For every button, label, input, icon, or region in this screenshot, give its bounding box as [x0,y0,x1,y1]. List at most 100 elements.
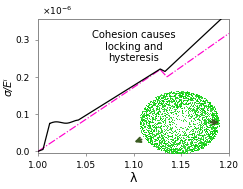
Point [151,104,155,107]
Point [191,92,195,95]
Point [147,105,151,108]
Point [178,135,182,138]
Point [161,149,165,152]
Point [179,104,182,107]
Point [141,129,145,132]
Point [208,100,211,103]
Point [146,129,150,132]
Point [140,123,144,126]
Point [179,105,183,108]
Point [192,144,196,147]
Point [172,111,175,114]
Point [172,105,176,108]
Point [156,104,160,107]
Point [172,105,175,108]
Point [180,101,184,105]
Point [150,111,154,114]
Point [193,112,197,115]
Point [144,113,148,116]
Point [197,132,200,135]
Point [170,120,174,123]
Point [184,90,188,93]
Point [212,123,216,126]
Point [189,115,193,118]
Point [165,127,169,130]
Point [179,151,183,154]
Point [197,133,201,136]
Point [148,129,152,132]
Point [159,127,163,130]
Point [148,121,152,124]
Point [178,138,182,141]
Point [186,134,190,137]
Point [191,109,194,112]
Point [175,96,179,99]
Point [155,108,158,111]
Point [180,139,184,142]
Point [144,134,148,137]
Point [179,146,183,149]
Point [168,122,172,125]
Point [215,131,219,134]
Point [200,100,204,103]
Point [162,137,165,140]
Point [213,129,217,132]
Point [148,125,152,129]
Point [214,126,218,129]
Point [153,110,156,113]
Point [144,103,148,106]
Point [180,95,183,98]
Point [161,143,165,146]
Point [187,132,191,135]
Point [156,111,160,114]
Point [193,144,197,147]
Point [165,129,169,132]
Point [186,133,190,136]
Point [148,139,152,142]
Point [193,145,197,148]
Point [148,131,152,134]
Point [194,127,198,130]
Point [174,117,178,120]
Point [152,111,156,114]
Point [155,143,159,146]
Point [214,129,218,132]
Point [170,150,174,153]
Point [215,120,219,123]
Point [179,97,183,100]
Point [154,122,157,125]
Point [205,125,209,128]
Point [205,133,208,136]
Point [169,140,173,143]
Point [178,148,182,151]
Point [147,121,151,124]
Point [162,105,166,108]
Point [149,136,153,139]
Point [210,129,214,132]
Point [159,97,163,100]
Point [204,142,208,145]
Point [165,97,169,100]
Point [156,137,160,140]
Point [174,105,178,108]
Point [173,138,176,141]
Point [176,151,180,154]
Point [182,98,186,101]
Point [174,126,178,129]
Point [167,149,171,152]
Point [193,122,197,125]
Point [186,125,190,128]
Point [153,135,157,138]
Point [199,96,202,99]
Point [174,130,178,133]
Point [158,126,162,129]
Point [208,119,211,122]
Point [191,142,195,145]
Point [187,105,191,108]
Point [177,140,181,143]
Point [196,94,200,97]
Point [171,101,174,104]
Point [200,134,204,137]
Point [197,95,201,98]
Point [177,147,181,150]
